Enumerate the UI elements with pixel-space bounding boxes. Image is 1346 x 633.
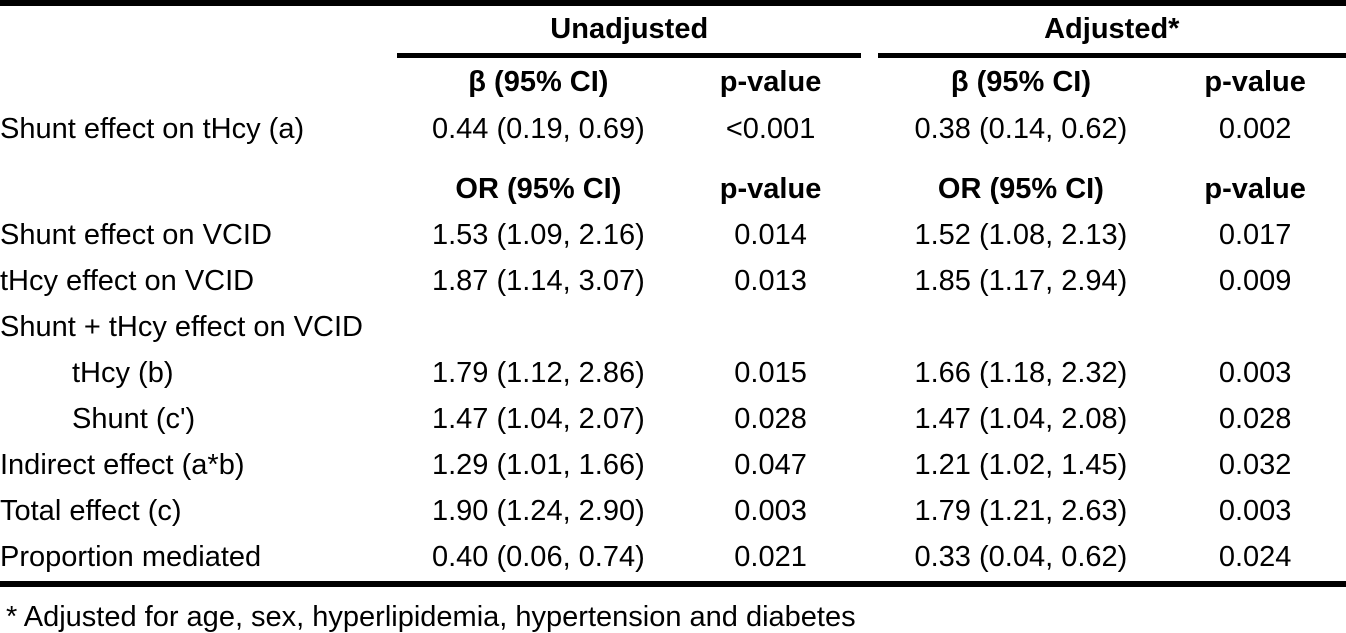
cell-value: 1.47 (1.04, 2.07) xyxy=(431,403,645,436)
cell-value: 0.021 xyxy=(734,541,807,574)
cell-value: 1.79 (1.21, 2.63) xyxy=(914,495,1128,528)
table-row-thcy-effect-on-vcid: tHcy effect on VCID 1.87 (1.14, 3.07) 0.… xyxy=(0,259,1346,305)
column-header-pvalue-unadjusted: p-value xyxy=(719,65,822,98)
cell-value: 1.66 (1.18, 2.32) xyxy=(914,357,1128,390)
empty-cell xyxy=(0,3,397,56)
group-gap-spacer xyxy=(861,305,877,351)
mediation-analysis-table: Unadjusted Adjusted* β (95% CI) p-value … xyxy=(0,0,1346,587)
cell-value: 1.53 (1.09, 2.16) xyxy=(431,219,645,252)
table-row-thcy-b: tHcy (b) 1.79 (1.12, 2.86) 0.015 1.66 (1… xyxy=(0,351,1346,397)
cell-value: 0.002 xyxy=(1218,113,1292,146)
cell-value: 1.29 (1.01, 1.66) xyxy=(431,449,645,482)
column-header-pvalue-adjusted: p-value xyxy=(1204,173,1306,206)
row-label: tHcy (b) xyxy=(72,357,174,390)
cell-value: 0.014 xyxy=(734,219,807,252)
group-gap-spacer xyxy=(861,351,877,397)
cell-value: 0.017 xyxy=(1218,219,1292,252)
cell-value xyxy=(878,305,1165,351)
row-label: tHcy effect on VCID xyxy=(0,265,255,298)
row-label: Shunt + tHcy effect on VCID xyxy=(0,311,363,344)
cell-value: 0.024 xyxy=(1218,541,1292,574)
row-label: Indirect effect (a*b) xyxy=(0,449,245,482)
empty-cell xyxy=(0,56,397,108)
row-label: Shunt (c') xyxy=(72,403,196,436)
row-label: Shunt effect on VCID xyxy=(0,219,272,252)
cell-value: 0.38 (0.14, 0.62) xyxy=(914,113,1128,146)
or-subheader-row: OR (95% CI) p-value OR (95% CI) p-value xyxy=(0,153,1346,213)
cell-value: 1.87 (1.14, 3.07) xyxy=(431,265,645,298)
cell-value: 1.52 (1.08, 2.13) xyxy=(914,219,1128,252)
cell-value: 0.003 xyxy=(1218,495,1292,528)
row-label: Total effect (c) xyxy=(0,495,182,528)
group-gap-spacer xyxy=(861,107,877,153)
table-row-total-effect: Total effect (c) 1.90 (1.24, 2.90) 0.003… xyxy=(0,489,1346,535)
cell-value: 1.79 (1.12, 2.86) xyxy=(431,357,645,390)
row-label: Proportion mediated xyxy=(0,541,262,574)
cell-value: 0.015 xyxy=(734,357,807,390)
cell-value: <0.001 xyxy=(725,113,816,146)
cell-value: 0.028 xyxy=(1218,403,1292,436)
row-label: Shunt effect on tHcy (a) xyxy=(0,113,305,146)
cell-value: 0.33 (0.04, 0.62) xyxy=(914,541,1128,574)
cell-value: 0.028 xyxy=(734,403,807,436)
cell-value: 1.47 (1.04, 2.08) xyxy=(914,403,1128,436)
cell-value: 0.047 xyxy=(734,449,807,482)
cell-value: 1.21 (1.02, 1.45) xyxy=(914,449,1128,482)
cell-value: 0.44 (0.19, 0.69) xyxy=(431,113,645,146)
cell-value: 0.40 (0.06, 0.74) xyxy=(431,541,645,574)
column-header-beta-ci-adjusted: β (95% CI) xyxy=(950,65,1091,98)
table-footnote: * Adjusted for age, sex, hyperlipidemia,… xyxy=(6,601,856,633)
cell-value: 0.003 xyxy=(1218,357,1292,390)
cell-value: 0.032 xyxy=(1218,449,1292,482)
column-header-or-ci-unadjusted: OR (95% CI) xyxy=(455,173,622,206)
table-row-shunt-effect-on-vcid: Shunt effect on VCID 1.53 (1.09, 2.16) 0… xyxy=(0,213,1346,259)
group-gap-spacer xyxy=(861,489,877,535)
group-gap-spacer xyxy=(861,535,877,584)
cell-value: 0.013 xyxy=(734,265,807,298)
column-header-pvalue-adjusted: p-value xyxy=(1204,65,1306,98)
group-gap-spacer xyxy=(861,259,877,305)
cell-value: 1.90 (1.24, 2.90) xyxy=(431,495,645,528)
cell-value: 0.003 xyxy=(734,495,807,528)
group-gap-spacer xyxy=(861,56,877,108)
table-row-proportion-mediated: Proportion mediated 0.40 (0.06, 0.74) 0.… xyxy=(0,535,1346,584)
table-row-shunt-plus-thcy-section: Shunt + tHcy effect on VCID xyxy=(0,305,1346,351)
group-gap-spacer xyxy=(861,3,877,56)
group-gap-spacer xyxy=(861,153,877,213)
table-row-indirect-effect: Indirect effect (a*b) 1.29 (1.01, 1.66) … xyxy=(0,443,1346,489)
column-header-pvalue-unadjusted: p-value xyxy=(719,173,822,206)
table-row-shunt-effect-on-thcy: Shunt effect on tHcy (a) 0.44 (0.19, 0.6… xyxy=(0,107,1346,153)
cell-value: 1.85 (1.17, 2.94) xyxy=(914,265,1128,298)
cell-value: 0.009 xyxy=(1218,265,1292,298)
column-group-header-row: Unadjusted Adjusted* xyxy=(0,3,1346,58)
group-header-adjusted: Adjusted* xyxy=(877,3,1346,58)
cell-value xyxy=(1164,305,1346,351)
group-gap-spacer xyxy=(861,443,877,489)
table-row-shunt-c-prime: Shunt (c') 1.47 (1.04, 2.07) 0.028 1.47 … xyxy=(0,397,1346,443)
group-header-unadjusted: Unadjusted xyxy=(397,3,862,58)
column-header-or-ci-adjusted: OR (95% CI) xyxy=(937,173,1104,206)
group-gap-spacer xyxy=(861,397,877,443)
column-header-beta-ci-unadjusted: β (95% CI) xyxy=(468,65,609,98)
cell-value xyxy=(680,305,862,351)
empty-cell xyxy=(0,153,397,213)
cell-value xyxy=(397,305,680,351)
beta-subheader-row: β (95% CI) p-value β (95% CI) p-value xyxy=(0,56,1346,108)
group-gap-spacer xyxy=(861,213,877,259)
